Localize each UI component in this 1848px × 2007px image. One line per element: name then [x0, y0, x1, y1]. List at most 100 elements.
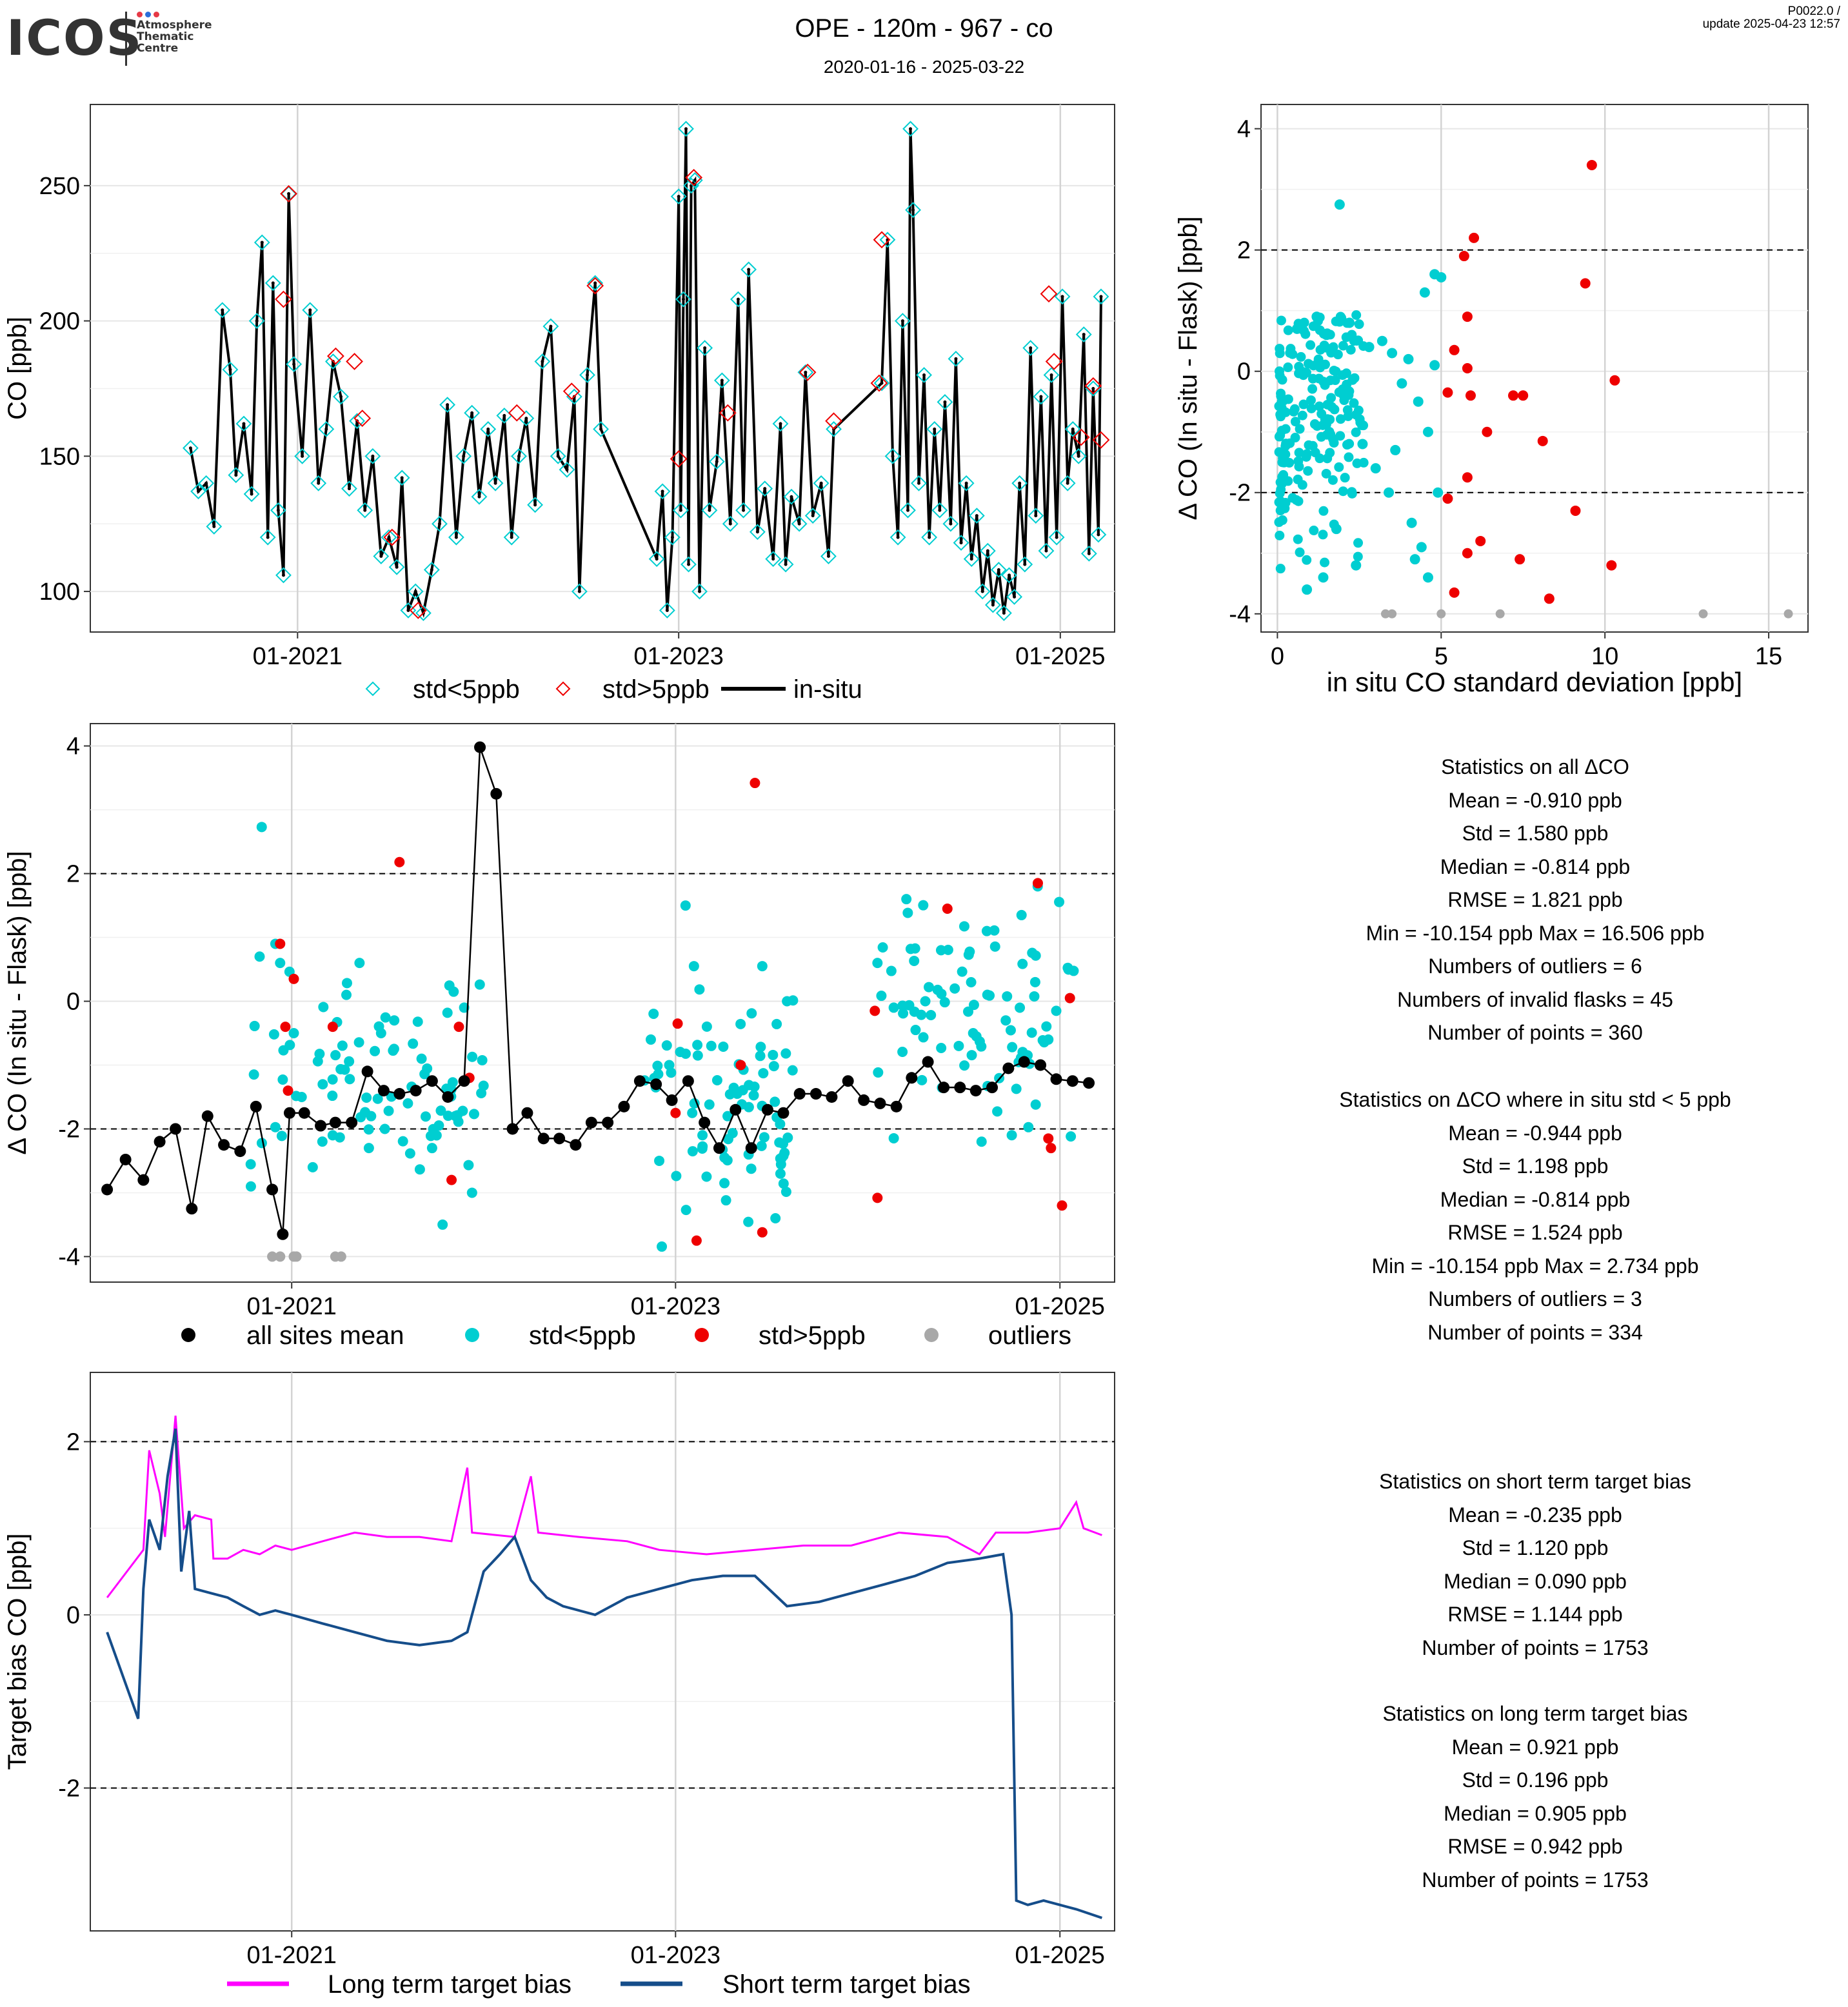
std-lt5-marker: [1080, 545, 1097, 562]
std-lt5-point: [692, 1040, 703, 1051]
all-sites-mean-point: [218, 1139, 230, 1151]
std-lt5-point: [1293, 534, 1303, 544]
std-lt5-marker: [730, 291, 746, 308]
std-lt5-point: [1318, 506, 1329, 516]
std-lt5-marker: [1022, 340, 1039, 356]
std-lt5-point: [653, 1069, 664, 1080]
stats-all-line: Std = 1.580 ppb: [1462, 822, 1609, 845]
std-lt5-point: [248, 1069, 259, 1080]
in-situ-point: [687, 562, 691, 566]
std-gt5-marker: [719, 404, 737, 422]
std-lt5-point: [661, 1040, 672, 1051]
update-label: update 2025-04-23 12:57: [1702, 17, 1840, 31]
std-gt5-point: [1475, 535, 1486, 546]
in-situ-point: [1008, 573, 1011, 577]
std-lt5-point: [755, 1051, 766, 1062]
std-lt5-marker: [310, 475, 327, 491]
std-lt5-point: [728, 1082, 739, 1093]
legend-outliers-symbol: [924, 1328, 939, 1342]
std-gt5-point: [394, 856, 405, 867]
std-lt5-point: [1297, 410, 1307, 420]
std-lt5-point: [1301, 451, 1311, 462]
std-gt5-point: [275, 938, 286, 949]
std-lt5-point: [1300, 329, 1311, 339]
std-lt5-point: [1335, 311, 1346, 322]
delta_timeseries-ytick-label: -4: [58, 1243, 80, 1270]
in-situ-point: [242, 422, 246, 426]
stats-short-line: Statistics on short term target bias: [1379, 1470, 1691, 1493]
std-lt5-marker: [708, 453, 725, 470]
in-situ-point: [379, 555, 383, 559]
std-gt5-marker: [1040, 285, 1058, 303]
stats-long-line: RMSE = 0.942 ppb: [1447, 1835, 1623, 1858]
std-lt5-point: [1422, 426, 1433, 437]
std-lt5-point: [354, 958, 365, 969]
all-sites-mean-point: [361, 1065, 373, 1078]
std-lt5-point: [1016, 909, 1027, 920]
std-lt5-point: [1306, 395, 1316, 406]
std-lt5-point: [681, 1048, 691, 1059]
in-situ-point: [1087, 551, 1091, 555]
stats-all-line: Statistics on all ΔCO: [1441, 755, 1629, 778]
std-lt5-point: [1277, 426, 1287, 436]
std-lt5-point: [1285, 348, 1295, 358]
std-lt5-point: [1029, 976, 1040, 987]
std-lt5-marker: [672, 502, 689, 519]
std-lt5-marker: [884, 448, 901, 464]
std-lt5-point: [701, 1021, 712, 1032]
std-gt5-point: [1518, 390, 1529, 401]
std-lt5-marker: [713, 372, 730, 389]
std-gt5-marker: [870, 374, 888, 392]
stats-all-line: Mean = -0.910 ppb: [1448, 788, 1622, 812]
std-lt5-point: [787, 1065, 798, 1076]
logo-sub-line-1: Atmosphere: [137, 19, 212, 32]
std-lt5-marker: [1001, 567, 1017, 584]
in-situ-point: [811, 514, 815, 518]
in-situ-point: [797, 522, 801, 526]
in-situ-point: [1099, 295, 1103, 299]
all-sites-mean-point: [777, 1107, 790, 1119]
std-lt5-point: [681, 1205, 691, 1216]
outlier-point: [1495, 609, 1505, 618]
std-lt5-point: [1329, 404, 1340, 415]
std-lt5-point: [1297, 480, 1307, 490]
std-lt5-point: [910, 1025, 921, 1036]
std-lt5-point: [1321, 468, 1331, 479]
timeseries-ytick-label: 150: [39, 443, 80, 470]
std-lt5-point: [1275, 370, 1285, 381]
std-lt5-marker: [243, 486, 260, 502]
std-lt5-point: [388, 1045, 399, 1056]
all-sites-mean-point: [1018, 1056, 1030, 1068]
in-situ-point: [400, 476, 404, 480]
std-lt5-point: [1051, 1005, 1062, 1016]
all-sites-mean-point: [537, 1132, 550, 1145]
std-lt5-marker: [916, 367, 932, 383]
std-lt5-point: [774, 1137, 785, 1148]
in-situ-point: [204, 481, 208, 485]
std-gt5-point: [1442, 387, 1453, 398]
all-sites-mean-point: [137, 1174, 150, 1186]
in-situ-point: [771, 557, 775, 561]
std-lt5-point: [1413, 396, 1424, 407]
delta_vs_std-xtick-label: 0: [1271, 643, 1284, 670]
std-lt5-point: [1283, 476, 1293, 486]
std-lt5-point: [959, 921, 969, 932]
in-situ-point: [371, 454, 375, 458]
std-lt5-point: [1274, 497, 1284, 508]
std-lt5-point: [1353, 551, 1363, 562]
version-info: P0022.0 / update 2025-04-23 12:57: [1703, 5, 1840, 31]
std-lt5-point: [771, 1018, 782, 1029]
std-lt5-marker: [974, 583, 991, 600]
std-lt5-point: [433, 1120, 444, 1131]
date-range: 2020-01-16 - 2025-03-22: [823, 57, 1025, 77]
std-gt5-point: [1449, 344, 1460, 355]
in-situ-point: [266, 535, 270, 539]
std-lt5-point: [245, 1159, 256, 1170]
std-lt5-point: [276, 1131, 287, 1142]
std-lt5-point: [1006, 1130, 1017, 1141]
stats-std5-line: RMSE = 1.524 ppb: [1447, 1221, 1623, 1244]
std-lt5-point: [1436, 272, 1447, 282]
std-lt5-marker: [664, 529, 681, 546]
std-lt5-marker: [820, 548, 837, 564]
all-sites-mean-point: [266, 1183, 279, 1196]
